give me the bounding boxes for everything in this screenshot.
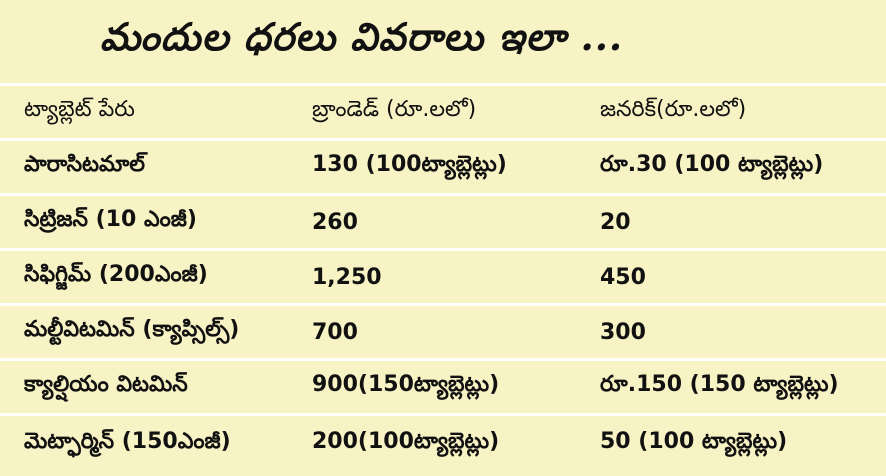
table-row: సిట్రిజన్ (10 ఎంజీ) 260 20 (0, 196, 886, 251)
cell-tablet-name: సిట్రిజన్ (10 ఎంజీ) (24, 207, 197, 232)
header-branded-price: బ్రాండెడ్ (రూ.లలో) (312, 97, 477, 122)
cell-tablet-name: మల్టీవిటమిన్ (క్యాప్సిల్స్) (24, 317, 240, 342)
table-row: సిఫిగ్జిమ్ (200ఎంజీ) 1,250 450 (0, 251, 886, 306)
page-title: మందుల ధరలు వివరాలు ఇలా ... (100, 14, 624, 59)
table-row: పారాసిటమాల్ 130 (100ట్యాబ్లెట్లు) రూ.30 … (0, 141, 886, 196)
cell-tablet-name: మెట్ఫార్మిన్ (150ఎంజీ) (24, 428, 231, 454)
cell-tablet-name: పారాసిటమాల్ (24, 152, 145, 177)
cell-branded-price: 900(150ట్యాబ్లెట్లు) (312, 372, 500, 397)
cell-branded-price: 130 (100ట్యాబ్లెట్లు) (312, 152, 507, 177)
cell-branded-price: 200(100ట్యాబ్లెట్లు) (312, 428, 500, 454)
table-row: మెట్ఫార్మిన్ (150ఎంజీ) 200(100ట్యాబ్లెట్… (0, 416, 886, 471)
header-generic-price: జనరిక్(రూ.లలో) (600, 97, 747, 122)
cell-tablet-name: క్యాల్షియం విటమిన్ (24, 372, 188, 397)
cell-generic-price: 20 (600, 209, 631, 235)
cell-generic-price: రూ.150 (150 ట్యాబ్లెట్లు) (600, 372, 839, 397)
title-banner: మందుల ధరలు వివరాలు ఇలా ... (0, 0, 886, 86)
cell-branded-price: 700 (312, 319, 358, 345)
cell-generic-price: రూ.30 (100 ట్యాబ్లెట్లు) (600, 152, 824, 177)
cell-tablet-name: సిఫిగ్జిమ్ (200ఎంజీ) (24, 262, 208, 287)
table-row: మల్టీవిటమిన్ (క్యాప్సిల్స్) 700 300 (0, 306, 886, 361)
cell-branded-price: 1,250 (312, 264, 382, 290)
table-row: క్యాల్షియం విటమిన్ 900(150ట్యాబ్లెట్లు) … (0, 361, 886, 416)
header-tablet-name: ట్యాబ్లెట్ పేరు (24, 97, 135, 122)
table-header-row: ట్యాబ్లెట్ పేరు బ్రాండెడ్ (రూ.లలో) జనరిక… (0, 86, 886, 141)
cell-generic-price: 50 (100 ట్యాబ్లెట్లు) (600, 428, 788, 454)
cell-generic-price: 450 (600, 264, 646, 290)
cell-branded-price: 260 (312, 209, 358, 235)
cell-generic-price: 300 (600, 319, 646, 345)
price-table: ట్యాబ్లెట్ పేరు బ్రాండెడ్ (రూ.లలో) జనరిక… (0, 86, 886, 471)
